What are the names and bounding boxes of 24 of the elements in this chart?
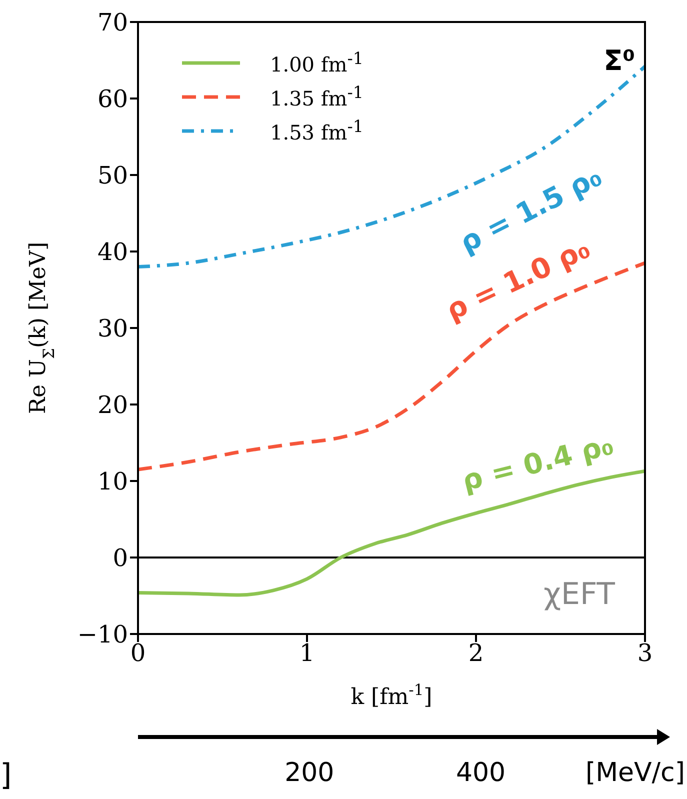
x2-tick-label: 400 — [456, 758, 506, 788]
legend-label: 1.00 fm$^{-1}$ — [270, 49, 364, 77]
x-tick-label: 3 — [637, 639, 653, 668]
y-tick-label: 70 — [97, 8, 128, 37]
x-axis-title: k [fm$^{-1}$] — [350, 681, 432, 710]
legend-label: 1.35 fm$^{-1}$ — [270, 83, 364, 111]
y-tick-label: 20 — [97, 391, 128, 420]
y-tick-label: 0 — [112, 544, 128, 572]
annotation: ρ = 0.4 ρ₀ — [458, 428, 617, 498]
legend-label: 1.53 fm$^{-1}$ — [270, 117, 364, 145]
y-tick-label: 10 — [97, 468, 128, 496]
x2-tick-label: 200 — [284, 758, 334, 788]
annotation: Σ⁰ — [604, 44, 635, 77]
x2-axis-title: [MeV/c] — [585, 758, 685, 788]
x-tick-label: 1 — [299, 639, 315, 668]
x-tick-label: 0 — [130, 639, 146, 668]
y-tick-label: 60 — [97, 85, 128, 114]
x-tick-label: 2 — [468, 639, 484, 668]
text: ] — [0, 758, 12, 793]
y-tick-label: 40 — [97, 238, 128, 266]
y-tick-label: 50 — [97, 162, 128, 190]
y-tick-label: 30 — [97, 314, 128, 343]
annotation: χEFT — [544, 577, 616, 612]
y-tick-label: −10 — [77, 620, 128, 649]
